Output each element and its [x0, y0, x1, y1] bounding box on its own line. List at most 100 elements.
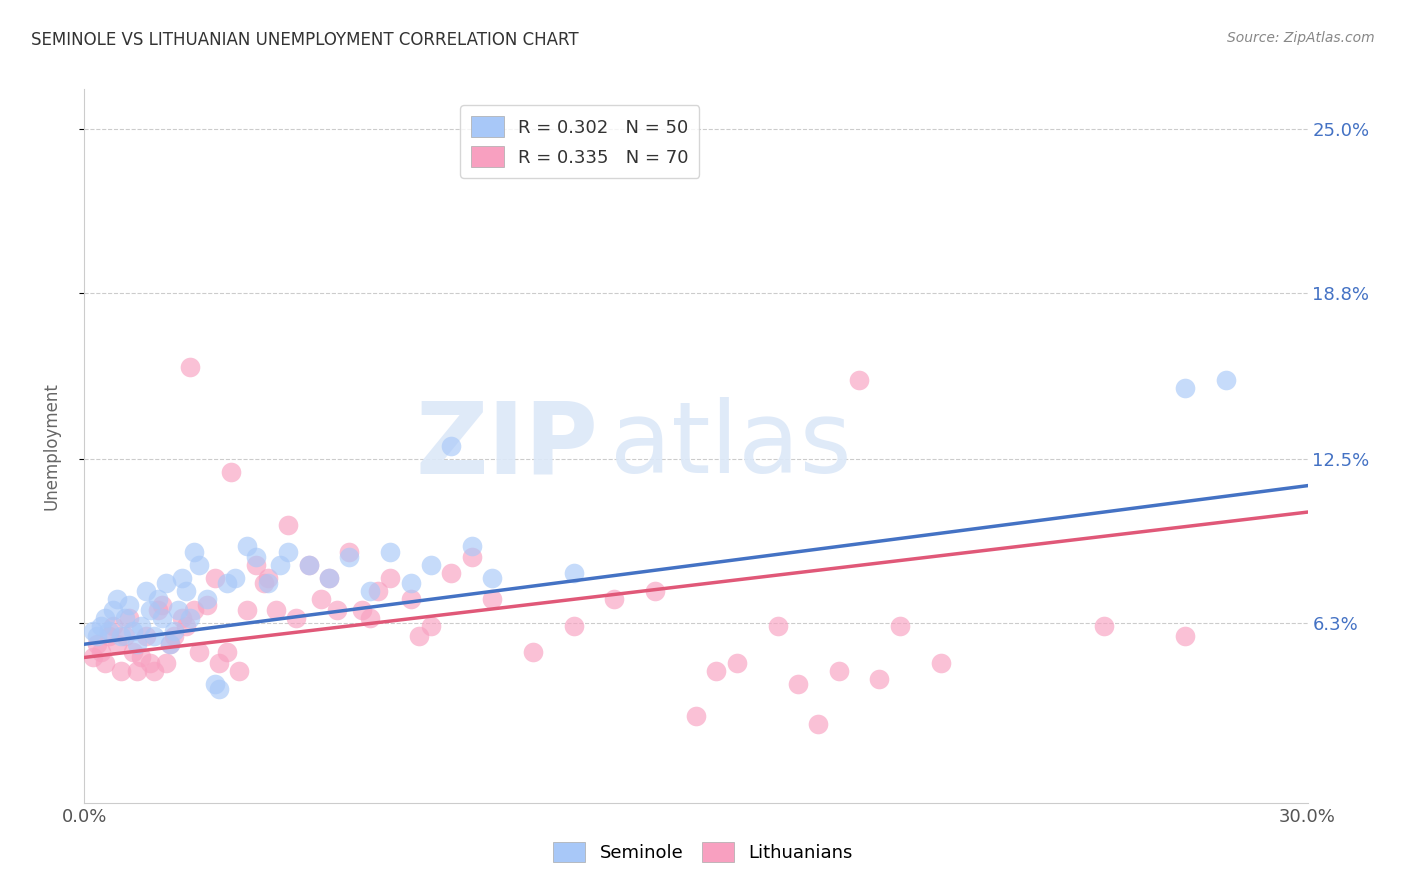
Point — [118, 598, 141, 612]
Point — [257, 571, 280, 585]
Point — [93, 656, 115, 670]
Point — [766, 618, 789, 632]
Point — [159, 637, 181, 651]
Point — [86, 637, 108, 651]
Point — [167, 603, 190, 617]
Point — [93, 611, 115, 625]
Point — [183, 603, 205, 617]
Point — [253, 576, 276, 591]
Point — [183, 545, 205, 559]
Point — [1174, 381, 1197, 395]
Point — [217, 645, 239, 659]
Point — [110, 664, 132, 678]
Point — [224, 571, 246, 585]
Point — [135, 584, 157, 599]
Point — [82, 624, 104, 638]
Point — [350, 603, 373, 617]
Point — [828, 664, 851, 678]
Point — [257, 576, 280, 591]
Point — [187, 558, 209, 572]
Point — [146, 592, 169, 607]
Point — [159, 637, 181, 651]
Point — [82, 650, 104, 665]
Point — [219, 466, 242, 480]
Point — [420, 558, 443, 572]
Point — [204, 677, 226, 691]
Point — [228, 664, 250, 678]
Point — [277, 545, 299, 559]
Point — [155, 576, 177, 591]
Point — [86, 629, 108, 643]
Text: atlas: atlas — [610, 398, 852, 494]
Point — [420, 618, 443, 632]
Point — [208, 656, 231, 670]
Point — [150, 611, 173, 625]
Point — [725, 656, 748, 670]
Point — [298, 558, 321, 572]
Point — [929, 656, 952, 670]
Point — [236, 540, 259, 554]
Point — [114, 611, 136, 625]
Point — [285, 611, 308, 625]
Point — [122, 645, 145, 659]
Point — [522, 645, 544, 659]
Point — [309, 592, 332, 607]
Point — [318, 571, 340, 585]
Point — [603, 592, 626, 607]
Point — [339, 549, 361, 564]
Point — [163, 624, 186, 638]
Point — [204, 571, 226, 585]
Point — [105, 592, 128, 607]
Point — [562, 618, 585, 632]
Point — [706, 664, 728, 678]
Point — [440, 566, 463, 580]
Point — [122, 624, 145, 638]
Point — [869, 672, 891, 686]
Point — [187, 645, 209, 659]
Point — [142, 664, 165, 678]
Point — [269, 558, 291, 572]
Point — [408, 629, 430, 643]
Y-axis label: Unemployment: Unemployment — [42, 382, 60, 510]
Point — [142, 629, 165, 643]
Legend: R = 0.302   N = 50, R = 0.335   N = 70: R = 0.302 N = 50, R = 0.335 N = 70 — [460, 105, 699, 178]
Point — [90, 645, 112, 659]
Point — [245, 558, 267, 572]
Point — [787, 677, 810, 691]
Point — [150, 598, 173, 612]
Point — [101, 603, 124, 617]
Point — [174, 618, 197, 632]
Point — [399, 576, 422, 591]
Point — [380, 545, 402, 559]
Point — [146, 603, 169, 617]
Point — [685, 708, 707, 723]
Text: Source: ZipAtlas.com: Source: ZipAtlas.com — [1227, 31, 1375, 45]
Point — [889, 618, 911, 632]
Point — [155, 656, 177, 670]
Point — [367, 584, 389, 599]
Legend: Seminole, Lithuanians: Seminole, Lithuanians — [546, 834, 860, 870]
Point — [179, 359, 201, 374]
Point — [163, 629, 186, 643]
Point — [208, 682, 231, 697]
Point — [110, 629, 132, 643]
Point — [1215, 373, 1237, 387]
Point — [380, 571, 402, 585]
Point — [848, 373, 870, 387]
Point — [399, 592, 422, 607]
Point — [481, 571, 503, 585]
Point — [101, 618, 124, 632]
Point — [298, 558, 321, 572]
Text: SEMINOLE VS LITHUANIAN UNEMPLOYMENT CORRELATION CHART: SEMINOLE VS LITHUANIAN UNEMPLOYMENT CORR… — [31, 31, 578, 49]
Point — [127, 664, 149, 678]
Point — [97, 624, 120, 638]
Point — [174, 584, 197, 599]
Point — [461, 549, 484, 564]
Point — [481, 592, 503, 607]
Point — [562, 566, 585, 580]
Point — [172, 571, 194, 585]
Point — [264, 603, 287, 617]
Point — [217, 576, 239, 591]
Point — [127, 637, 149, 651]
Point — [807, 716, 830, 731]
